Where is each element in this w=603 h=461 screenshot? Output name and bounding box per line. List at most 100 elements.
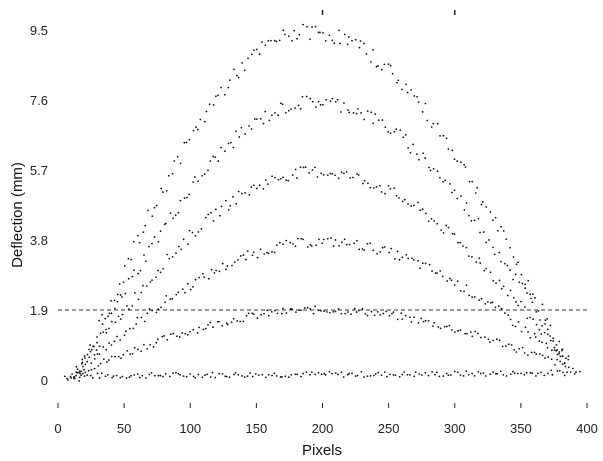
data-point xyxy=(144,224,147,227)
data-point xyxy=(80,370,83,373)
data-point xyxy=(183,197,186,200)
data-point xyxy=(210,211,212,214)
data-point xyxy=(227,142,230,145)
data-point xyxy=(165,294,168,297)
data-point xyxy=(285,312,288,314)
data-point xyxy=(540,333,543,335)
data-point xyxy=(146,312,149,315)
data-point xyxy=(353,307,356,310)
data-point xyxy=(204,327,207,330)
data-point xyxy=(463,290,465,293)
data-point xyxy=(517,320,520,323)
data-point xyxy=(131,305,134,307)
data-point xyxy=(180,248,183,251)
data-point xyxy=(550,349,553,352)
data-point xyxy=(306,25,308,28)
data-point xyxy=(520,330,523,333)
data-point xyxy=(281,307,284,310)
data-point xyxy=(447,148,450,150)
data-point xyxy=(489,271,492,274)
data-point xyxy=(305,371,308,374)
data-point xyxy=(363,118,366,121)
data-point xyxy=(563,361,566,364)
data-point xyxy=(451,149,454,152)
x-axis-label: Pixels xyxy=(302,442,342,459)
data-point xyxy=(189,373,192,375)
data-point xyxy=(143,320,146,323)
data-point xyxy=(246,250,249,253)
data-point xyxy=(325,311,328,313)
data-point xyxy=(250,53,253,56)
data-point xyxy=(530,351,533,354)
data-point xyxy=(63,375,66,378)
data-point xyxy=(157,308,160,311)
data-point xyxy=(545,342,548,345)
data-point xyxy=(177,372,180,375)
data-point xyxy=(462,375,465,377)
data-point xyxy=(89,350,92,353)
data-point xyxy=(278,39,281,42)
data-point xyxy=(98,319,101,322)
data-point xyxy=(541,354,544,357)
data-point xyxy=(184,332,187,335)
data-point xyxy=(438,176,441,179)
data-point xyxy=(512,296,515,299)
data-point xyxy=(262,188,265,190)
data-point xyxy=(151,309,154,312)
data-point xyxy=(234,371,237,374)
data-point xyxy=(363,42,365,45)
data-point xyxy=(567,366,570,369)
data-point xyxy=(331,372,333,375)
data-point xyxy=(322,32,324,34)
data-point xyxy=(535,375,537,377)
data-point xyxy=(303,307,306,309)
x-tick-label: 350 xyxy=(510,421,532,436)
data-point xyxy=(276,312,279,315)
data-point xyxy=(417,322,420,324)
data-point xyxy=(116,335,118,338)
data-point xyxy=(260,313,263,316)
data-point xyxy=(121,296,123,298)
data-point xyxy=(479,262,482,264)
data-point xyxy=(425,212,427,215)
data-point xyxy=(331,97,334,100)
data-point xyxy=(157,374,160,377)
data-point xyxy=(370,310,373,313)
data-point xyxy=(188,229,191,232)
data-point xyxy=(285,179,288,182)
data-point xyxy=(415,153,418,156)
data-point xyxy=(438,375,441,378)
data-point xyxy=(93,353,96,356)
data-point xyxy=(561,349,563,352)
x-tick-label: 200 xyxy=(312,421,334,436)
data-point xyxy=(171,172,174,175)
data-point xyxy=(200,228,203,230)
data-point xyxy=(261,373,264,376)
data-point xyxy=(309,243,312,246)
data-point xyxy=(332,245,335,247)
data-point xyxy=(117,315,120,318)
data-point xyxy=(464,332,467,335)
data-point xyxy=(355,112,358,115)
data-point xyxy=(164,222,167,225)
data-point xyxy=(131,275,134,278)
data-point xyxy=(422,152,425,155)
data-point xyxy=(99,332,102,335)
data-point xyxy=(246,375,249,378)
data-point xyxy=(500,225,502,228)
x-tick-label: 100 xyxy=(179,421,201,436)
data-point xyxy=(93,345,95,348)
data-point xyxy=(513,348,516,351)
data-point xyxy=(517,304,519,307)
data-point xyxy=(258,184,261,187)
data-point xyxy=(485,241,488,244)
data-point xyxy=(252,313,255,316)
data-point xyxy=(136,373,139,375)
data-point xyxy=(155,311,158,314)
data-point xyxy=(212,326,214,329)
data-point xyxy=(133,346,136,349)
data-point xyxy=(147,209,149,212)
data-point xyxy=(454,331,456,334)
data-point xyxy=(304,166,307,169)
data-point xyxy=(212,104,215,106)
